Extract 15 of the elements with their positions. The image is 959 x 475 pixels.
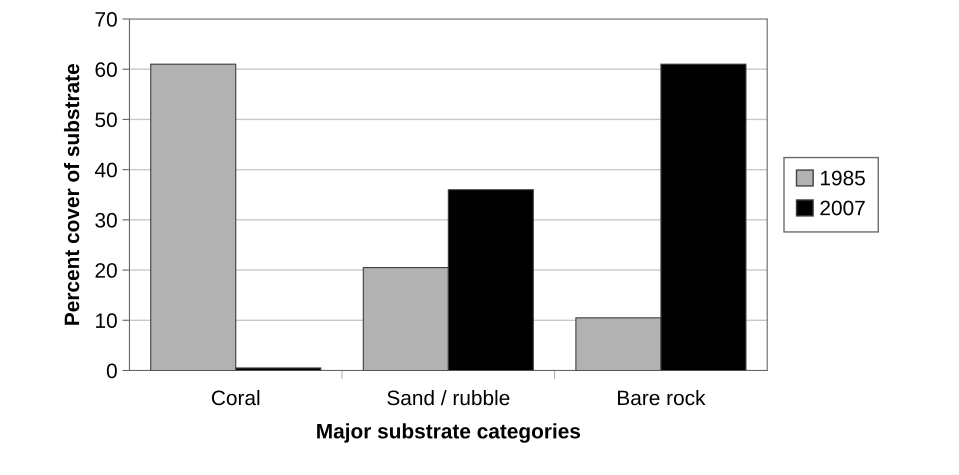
y-tick-label: 40 xyxy=(94,162,117,178)
x-axis-title: Major substrate categories xyxy=(317,423,580,443)
y-axis-title: Percent cover of substrate xyxy=(64,64,80,325)
y-tick-label: 70 xyxy=(96,12,117,27)
legend-label: 2007 xyxy=(820,200,865,216)
x-tick-label: Coral xyxy=(212,390,260,406)
y-tick-label: 60 xyxy=(96,62,117,77)
y-tick-label: 10 xyxy=(96,313,117,328)
x-tick-label: Bare rock xyxy=(618,390,706,406)
legend-label: 1985 xyxy=(821,170,865,186)
y-tick-label: 20 xyxy=(96,263,117,278)
x-tick-label: Sand / rubble xyxy=(387,390,510,406)
y-tick-label: 30 xyxy=(95,212,117,228)
y-tick-label: 0 xyxy=(106,364,117,378)
y-tick-label: 50 xyxy=(95,112,117,128)
